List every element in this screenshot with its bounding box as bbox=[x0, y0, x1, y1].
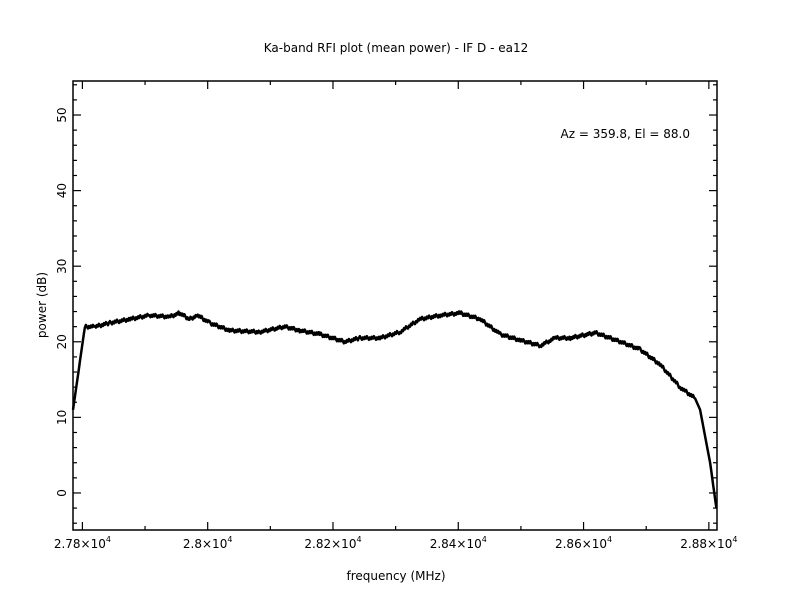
plot-frame bbox=[72, 80, 718, 531]
x-tick-label: 2.82×104 bbox=[304, 535, 361, 551]
tick-labels: 2.78×104 2.8×104 2.82×104 2.84×104 2.86×104 2… bbox=[54, 107, 738, 551]
x-tick-label: 2.84×104 bbox=[430, 535, 487, 551]
chart-title: Ka-band RFI plot (mean power) - IF D - e… bbox=[264, 41, 528, 55]
y-tick-label: 40 bbox=[55, 183, 69, 198]
y-tick-label: 30 bbox=[55, 259, 69, 274]
y-tick-label: 10 bbox=[55, 410, 69, 425]
x-tick-label: 2.88×104 bbox=[680, 535, 737, 551]
y-tick-label: 50 bbox=[55, 107, 69, 122]
x-tick-label: 2.8×104 bbox=[183, 535, 233, 551]
y-tick-label: 20 bbox=[55, 334, 69, 349]
y-axis-label: power (dB) bbox=[35, 272, 49, 338]
series-line-mean-power bbox=[71, 310, 718, 509]
x-tick-label: 2.78×104 bbox=[54, 535, 111, 551]
x-axis-label: frequency (MHz) bbox=[346, 569, 445, 583]
annotation-az-el: Az = 359.8, El = 88.0 bbox=[561, 127, 691, 141]
x-tick-label: 2.86×104 bbox=[555, 535, 612, 551]
y-tick-label: 0 bbox=[55, 489, 69, 497]
axis-ticks bbox=[73, 81, 717, 530]
